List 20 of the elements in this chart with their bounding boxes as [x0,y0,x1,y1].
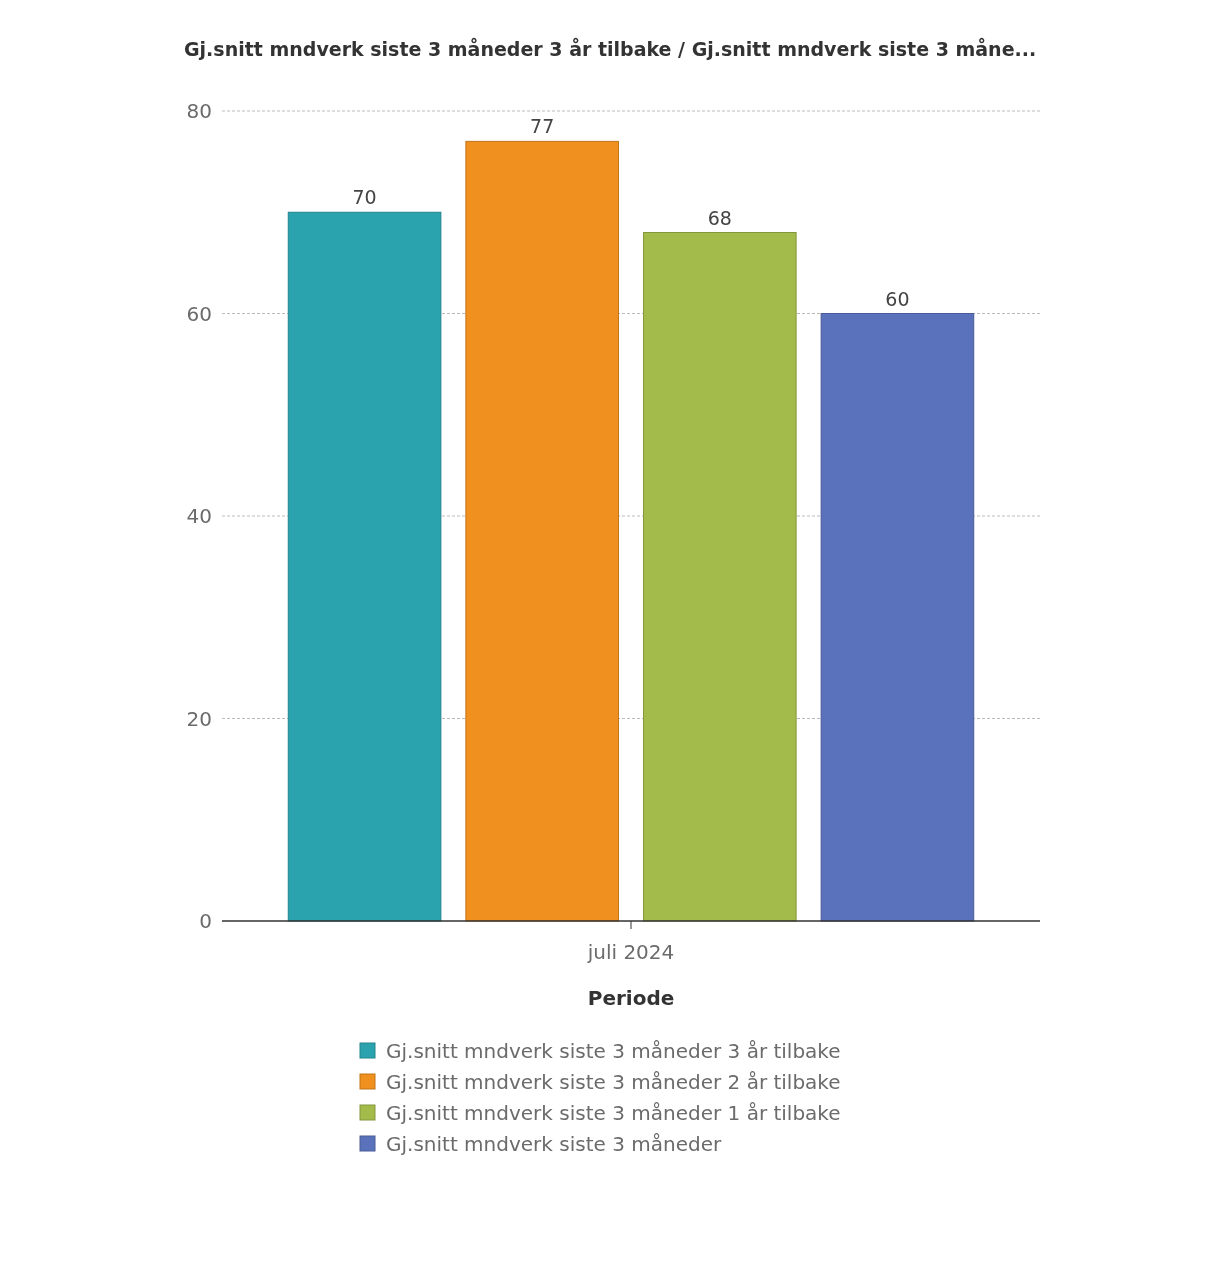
legend-label: Gj.snitt mndverk siste 3 måneder 1 år tilbake [386,1101,841,1125]
data-label: 60 [885,287,910,310]
data-label: 77 [530,115,555,138]
x-tick-label: juli 2024 [586,940,675,964]
data-label: 68 [707,206,732,229]
y-tick-label: 80 [186,99,212,123]
legend-label: Gj.snitt mndverk siste 3 måneder 3 år tilbake [386,1039,841,1063]
x-axis-title: Periode [587,986,675,1010]
y-tick-label: 20 [186,706,212,731]
legend-label: Gj.snitt mndverk siste 3 måneder [386,1132,722,1156]
chart-title: Gj.snitt mndverk siste 3 måneder 3 år tilbake / Gj.snitt mndverk siste 3 måne... [184,37,1037,60]
bar [643,232,797,922]
bar [287,211,442,922]
bar [820,313,975,922]
y-tick-label: 60 [186,301,212,326]
y-tick-label: 0 [199,909,212,933]
data-label: 70 [352,186,377,209]
bar [465,140,619,922]
legend-label: Gj.snitt mndverk siste 3 måneder 2 år tilbake [386,1070,841,1094]
y-tick-label: 40 [186,504,212,528]
